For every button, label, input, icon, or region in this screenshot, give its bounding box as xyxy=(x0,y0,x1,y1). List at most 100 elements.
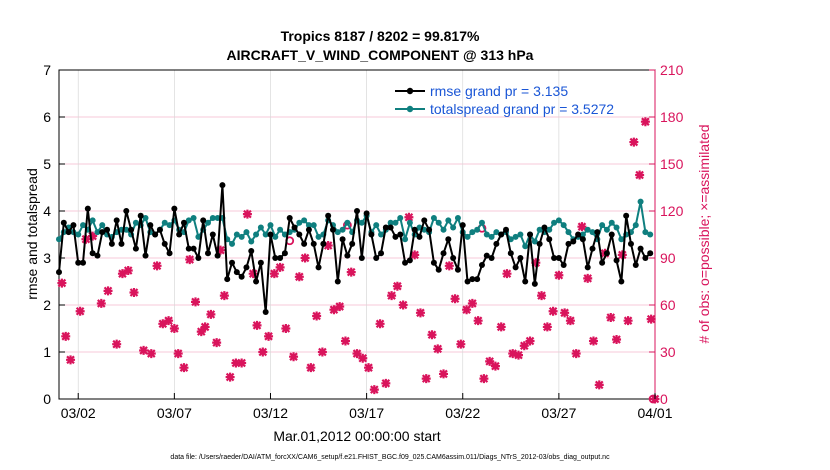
rmse-point xyxy=(421,217,428,224)
obs-assimilated-marker xyxy=(212,338,222,348)
obs-assimilated-marker xyxy=(635,170,645,180)
rmse-point xyxy=(123,208,130,214)
rmse-point xyxy=(632,262,639,269)
rmse-point xyxy=(589,245,596,252)
totalspread-point xyxy=(642,229,649,236)
rmse-point xyxy=(647,250,654,257)
chart-subtitle: AIRCRAFT_V_WIND_COMPONENT @ 313 hPa xyxy=(227,47,534,63)
rmse-point xyxy=(603,250,610,257)
rmse-point xyxy=(248,247,255,254)
y2-tick-label: 210 xyxy=(660,62,684,78)
obs-assimilated-marker xyxy=(404,212,414,222)
obs-assimilated-marker xyxy=(485,356,495,366)
rmse-point xyxy=(195,255,202,261)
rmse-point xyxy=(301,240,308,247)
rmse-point xyxy=(406,257,413,264)
y2-tick-label: 180 xyxy=(660,109,684,125)
rmse-point xyxy=(75,259,82,266)
totalspread-point xyxy=(75,231,82,238)
obs-assimilated-marker xyxy=(300,253,310,263)
x-axis-label: Mar.01,2012 00:00:00 start xyxy=(273,428,440,444)
rmse-point xyxy=(478,262,485,269)
obs-assimilated-marker xyxy=(565,316,575,326)
obs-assimilated-marker xyxy=(398,300,408,310)
obs-assimilated-marker xyxy=(57,278,67,288)
totalspread-point xyxy=(310,222,317,229)
obs-assimilated-marker xyxy=(427,330,437,340)
totalspread-point xyxy=(565,229,572,236)
y-tick-label: 5 xyxy=(43,156,51,172)
obs-assimilated-marker xyxy=(248,269,258,279)
obs-assimilated-marker xyxy=(252,320,262,330)
rmse-point xyxy=(575,231,582,238)
totalspread-point xyxy=(277,226,284,233)
obs-assimilated-marker xyxy=(340,336,350,346)
obs-assimilated-marker xyxy=(306,363,316,373)
rmse-point xyxy=(214,252,221,259)
y2-tick-label: 30 xyxy=(660,344,676,360)
totalspread-point xyxy=(142,215,149,222)
totalspread-point xyxy=(522,243,529,250)
rmse-point xyxy=(517,255,524,261)
totalspread-point xyxy=(56,236,62,243)
totalspread-point xyxy=(190,215,197,222)
rmse-point xyxy=(104,226,111,233)
totalspread-point xyxy=(339,226,346,233)
obs-assimilated-marker xyxy=(381,378,391,388)
rmse-point xyxy=(464,278,471,285)
totalspread-point xyxy=(262,231,269,238)
totalspread-point xyxy=(546,226,553,233)
x-tick-label: 03/02 xyxy=(61,405,96,421)
obs-assimilated-marker xyxy=(583,273,593,283)
rmse-point xyxy=(281,250,288,257)
obs-assimilated-marker xyxy=(629,137,639,147)
obs-assimilated-marker xyxy=(129,287,139,297)
obs-assimilated-marker xyxy=(323,240,333,250)
y-axis-label: rmse and totalspread xyxy=(24,168,40,300)
obs-assimilated-marker xyxy=(317,347,327,357)
obs-assimilated-marker xyxy=(375,319,385,329)
totalspread-point xyxy=(229,240,236,247)
rmse-point xyxy=(147,222,154,229)
rmse-point xyxy=(474,276,481,283)
rmse-point xyxy=(310,240,317,247)
rmse-point xyxy=(354,208,360,214)
obs-assimilated-marker xyxy=(531,258,541,268)
rmse-point xyxy=(113,217,120,224)
totalspread-point xyxy=(589,229,596,236)
rmse-point xyxy=(171,205,178,212)
totalspread-point xyxy=(344,219,351,226)
y-tick-label: 3 xyxy=(43,250,51,266)
rmse-point xyxy=(219,182,226,189)
rmse-point xyxy=(190,245,197,252)
rmse-point xyxy=(272,255,279,261)
rmse-point xyxy=(454,266,461,273)
obs-assimilated-marker xyxy=(352,349,362,359)
rmse-point xyxy=(89,250,96,257)
obs-assimilated-marker xyxy=(173,349,183,359)
rmse-point xyxy=(253,278,260,285)
totalspread-point xyxy=(483,231,490,238)
obs-assimilated-marker xyxy=(646,314,656,324)
obs-assimilated-marker xyxy=(519,341,529,351)
totalspread-point xyxy=(195,233,202,240)
totalspread-point xyxy=(608,219,615,226)
totalspread-point xyxy=(632,222,639,229)
rmse-point xyxy=(551,255,558,261)
totalspread-point xyxy=(94,229,101,236)
totalspread-point xyxy=(488,233,495,240)
chart-title: Tropics 8187 / 8202 = 99.817% xyxy=(281,28,480,44)
obs-assimilated-marker xyxy=(231,358,241,368)
totalspread-point xyxy=(474,226,481,233)
totalspread-point xyxy=(579,231,586,238)
rmse-point xyxy=(445,236,452,243)
rmse-point xyxy=(560,262,567,269)
obs-assimilated-marker xyxy=(617,250,627,260)
obs-assimilated-marker xyxy=(237,358,247,368)
obs-assimilated-marker xyxy=(75,306,85,316)
rmse-point xyxy=(402,259,409,266)
legend-spread-label: totalspread grand pr = 3.5272 xyxy=(430,101,614,117)
obs-assimilated-marker xyxy=(369,385,379,395)
rmse-point xyxy=(522,278,529,285)
